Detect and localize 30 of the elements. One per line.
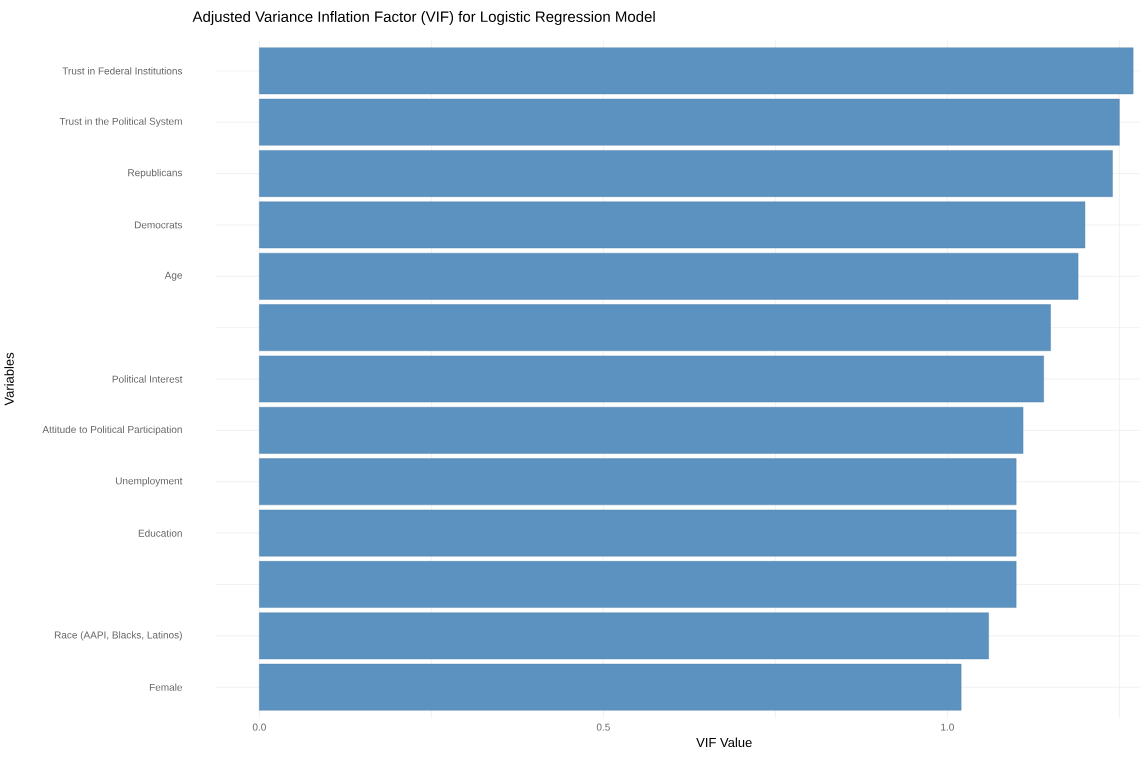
bar [259,407,1024,454]
y-tick-label: Unemployment [115,477,183,487]
bar [259,47,1134,95]
x-tick-label: 1.0 [941,723,954,731]
y-tick-label: Political Interest [112,375,183,383]
y-tick-label: Education [138,529,182,537]
bar [259,304,1051,351]
y-axis-title: Variables [4,352,14,406]
bar [259,98,1120,146]
y-tick-label: Democrats [134,221,183,229]
bar [259,201,1086,249]
y-tick-label: Republicans [128,168,183,179]
bar [259,509,1017,557]
bar [259,355,1044,403]
bar [259,458,1017,506]
bar [259,561,1017,608]
x-axis-title: VIF Value [696,737,752,748]
bar [259,150,1113,197]
bar [259,252,1079,300]
x-tick-label: 0.5 [596,723,610,731]
y-tick-label: Female [149,683,183,691]
y-tick-label: Age [164,271,183,281]
bar [259,612,989,660]
chart-title: Adjusted Variance Inflation Factor (VIF) for Logistic Regression Model [192,11,655,25]
y-tick-label: Trust in the Political System [59,117,182,127]
y-tick-label: Attitude to Political Participation [42,425,182,436]
y-tick-label: Race (AAPI, Blacks, Latinos) [54,631,182,641]
x-tick-label: 0.0 [252,723,266,731]
y-tick-label: Trust in Federal Institutions [62,67,183,75]
bar [259,663,962,711]
